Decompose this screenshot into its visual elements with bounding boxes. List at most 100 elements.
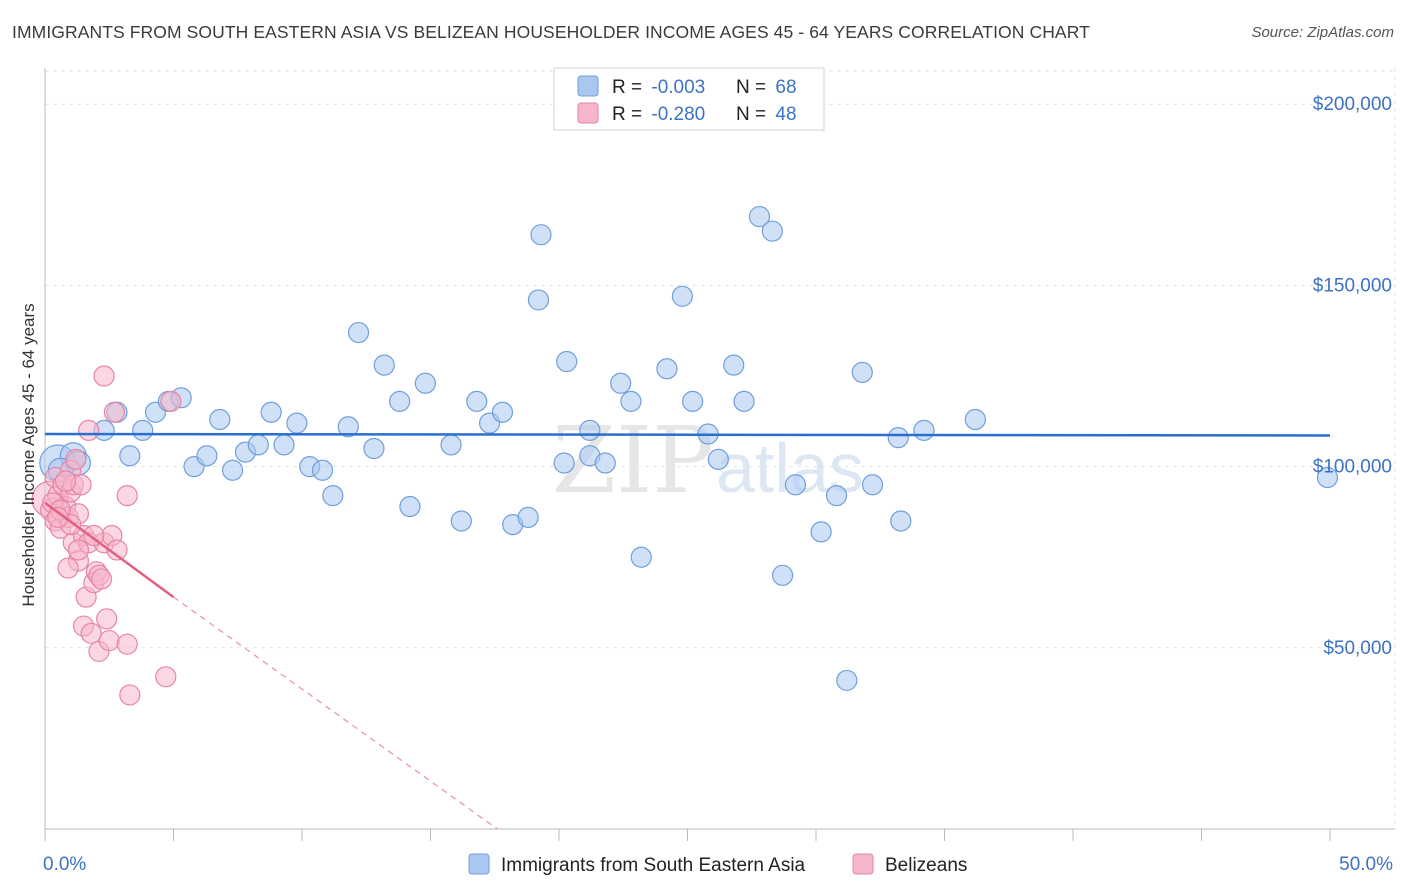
point-belizeans (83, 524, 105, 547)
point-belizeans (90, 568, 113, 590)
point-immigrants (913, 419, 935, 441)
point-belizeans (116, 485, 138, 507)
point-belizeans (106, 539, 128, 561)
legend-r-label: R = -0.280 (612, 104, 705, 125)
legend-swatch-pink (577, 102, 599, 124)
point-immigrants (723, 354, 745, 376)
point-immigrants (761, 220, 783, 242)
point-belizeans (67, 539, 90, 561)
point-immigrants (964, 408, 986, 431)
point-immigrants (784, 474, 807, 496)
point-belizeans (98, 629, 120, 652)
trend-line-belizeans (44, 501, 175, 599)
point-immigrants (656, 358, 678, 380)
point-belizeans (160, 390, 182, 412)
axes (44, 68, 1395, 841)
point-immigrants (517, 506, 539, 528)
point-immigrants (1316, 466, 1339, 489)
correlation-legend: R = -0.003 N = 68 R = -0.280 N = 48 (553, 67, 825, 131)
tick-labels: $50,000 $100,000 $150,000 $200,000 0.0% 50.0% (43, 94, 1393, 875)
point-immigrants (836, 669, 858, 692)
point-immigrants (273, 434, 295, 456)
trend-extension-belizeans (173, 596, 498, 830)
point-belizeans (57, 557, 79, 579)
point-immigrants (620, 390, 642, 412)
point-belizeans (119, 684, 141, 706)
legend-series-immigrants: Immigrants from South Eastern Asia (501, 855, 806, 876)
point-immigrants (890, 510, 912, 532)
point-immigrants (825, 485, 848, 507)
legend-n-label: N = 48 (736, 104, 797, 125)
point-immigrants (748, 205, 771, 228)
series-legend: Immigrants from South Eastern Asia Beliz… (468, 853, 967, 876)
legend-swatch-belizeans (852, 853, 874, 875)
point-immigrants (594, 452, 616, 474)
point-immigrants (771, 564, 794, 586)
point-immigrants (887, 427, 909, 449)
source-credit: Source: ZipAtlas.com (1251, 24, 1394, 41)
point-immigrants (260, 401, 282, 423)
y-tick-label: $150,000 (1313, 275, 1392, 296)
point-immigrants (610, 372, 632, 394)
point-immigrants (222, 459, 244, 481)
point-immigrants (671, 285, 693, 307)
point-immigrants (450, 510, 472, 532)
y-tick-label: $50,000 (1323, 638, 1392, 659)
point-immigrants (311, 459, 334, 481)
x-tick-label: 0.0% (43, 854, 86, 875)
y-tick-label: $100,000 (1313, 457, 1392, 478)
point-immigrants (466, 390, 488, 412)
legend-series-belizeans: Belizeans (885, 855, 967, 876)
point-belizeans (155, 666, 177, 688)
watermark-zip: ZIP (552, 407, 714, 514)
y-axis-label: Householder Income Ages 45 - 64 years (19, 303, 38, 606)
legend-r-value: -0.280 (651, 104, 705, 125)
point-belizeans (103, 401, 125, 423)
legend-swatch-immigrants (468, 853, 490, 875)
trend-line-immigrants (44, 432, 1331, 437)
point-immigrants (630, 546, 652, 568)
point-immigrants (209, 408, 231, 431)
legend-r-label: R = -0.003 (612, 77, 705, 98)
point-belizeans (116, 633, 138, 655)
point-immigrants (861, 474, 884, 496)
legend-n-value: 68 (775, 77, 796, 98)
point-immigrants (440, 434, 462, 456)
data-points (31, 205, 1339, 706)
point-immigrants (556, 350, 578, 373)
legend-n-value: 48 (775, 104, 796, 125)
y-tick-label: $200,000 (1313, 94, 1392, 115)
point-immigrants (682, 390, 704, 412)
point-immigrants (119, 445, 141, 467)
point-belizeans (65, 448, 87, 470)
point-immigrants (579, 419, 601, 441)
point-immigrants (337, 416, 359, 438)
point-belizeans (96, 608, 118, 630)
point-immigrants (286, 412, 308, 434)
point-immigrants (347, 321, 370, 344)
point-immigrants (373, 354, 395, 376)
point-belizeans (80, 622, 102, 644)
point-immigrants (553, 452, 575, 474)
point-belizeans (78, 419, 100, 441)
point-immigrants (733, 390, 755, 412)
point-immigrants (399, 495, 421, 518)
point-immigrants (810, 521, 832, 543)
point-belizeans (54, 470, 77, 492)
point-belizeans (93, 365, 115, 387)
point-immigrants (132, 419, 154, 441)
legend-r-value: -0.003 (651, 77, 705, 98)
point-immigrants (322, 485, 344, 507)
chart-title: IMMIGRANTS FROM SOUTH EASTERN ASIA VS BE… (12, 22, 1090, 42)
point-immigrants (414, 372, 436, 394)
x-tick-label: 50.0% (1339, 854, 1393, 875)
point-immigrants (196, 445, 218, 467)
legend-swatch-blue (577, 75, 599, 97)
point-immigrants (527, 289, 550, 311)
point-immigrants (389, 390, 411, 412)
trend-lines (44, 432, 1331, 830)
point-immigrants (491, 401, 514, 423)
point-belizeans (47, 506, 69, 528)
legend-n-label: N = 68 (736, 77, 797, 98)
